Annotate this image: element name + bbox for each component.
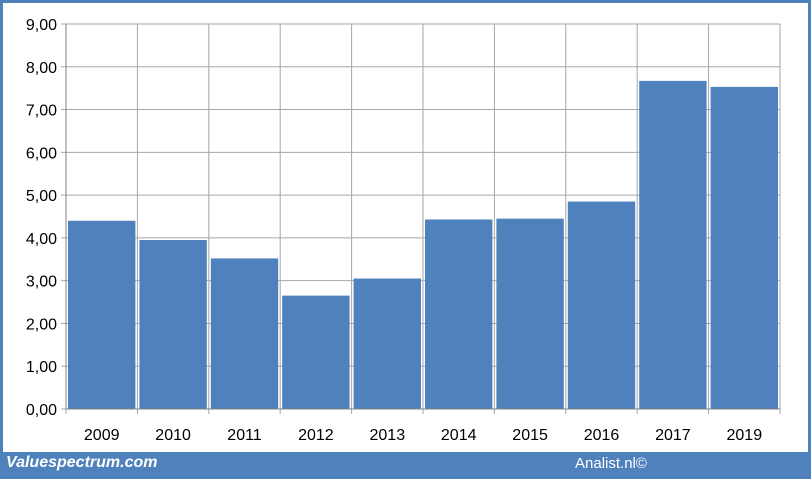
y-tick-label: 4,00 — [26, 231, 57, 248]
y-tick-label: 5,00 — [26, 188, 57, 205]
x-tick-label: 2012 — [298, 427, 334, 444]
x-tick-label: 2016 — [584, 427, 620, 444]
x-tick-label: 2009 — [84, 427, 120, 444]
footer-source-right: Analist.nl© — [575, 455, 647, 472]
y-tick-label: 3,00 — [26, 274, 57, 291]
x-tick-label: 2010 — [155, 427, 191, 444]
bar-2013 — [353, 278, 421, 409]
bar-2017 — [639, 80, 707, 410]
x-tick-label: 2013 — [370, 427, 406, 444]
chart-panel: 0,00 1,00 2,00 3,00 4,00 5,00 6,00 7,00 8,00 9,00… — [3, 3, 808, 452]
x-tick-label: 2014 — [441, 427, 477, 444]
x-tick-label: 2015 — [512, 427, 548, 444]
bar-2011 — [210, 258, 279, 409]
bar-2014 — [425, 219, 493, 409]
y-tick-label: 2,00 — [26, 316, 57, 333]
x-tick-label: 2019 — [727, 427, 763, 444]
bar-chart: 0,00 1,00 2,00 3,00 4,00 5,00 6,00 7,00 8,00 9,00… — [26, 17, 781, 444]
x-tick-label: 2011 — [227, 427, 262, 444]
bar-2019 — [710, 86, 778, 409]
y-tick-label: 1,00 — [26, 359, 57, 376]
y-tick-label: 6,00 — [26, 145, 57, 162]
y-tick-label: 9,00 — [26, 17, 57, 34]
bar-2015 — [496, 218, 564, 409]
bar-2010 — [139, 240, 207, 409]
bar-2009 — [68, 220, 136, 409]
bar-2016 — [567, 201, 636, 409]
y-tick-label: 7,00 — [26, 103, 57, 120]
y-tick-label: 8,00 — [26, 60, 57, 77]
footer-source-left: Valuespectrum.com — [6, 454, 158, 471]
y-tick-label: 0,00 — [26, 402, 57, 419]
x-tick-label: 2017 — [655, 427, 691, 444]
bar-2012 — [282, 295, 350, 409]
